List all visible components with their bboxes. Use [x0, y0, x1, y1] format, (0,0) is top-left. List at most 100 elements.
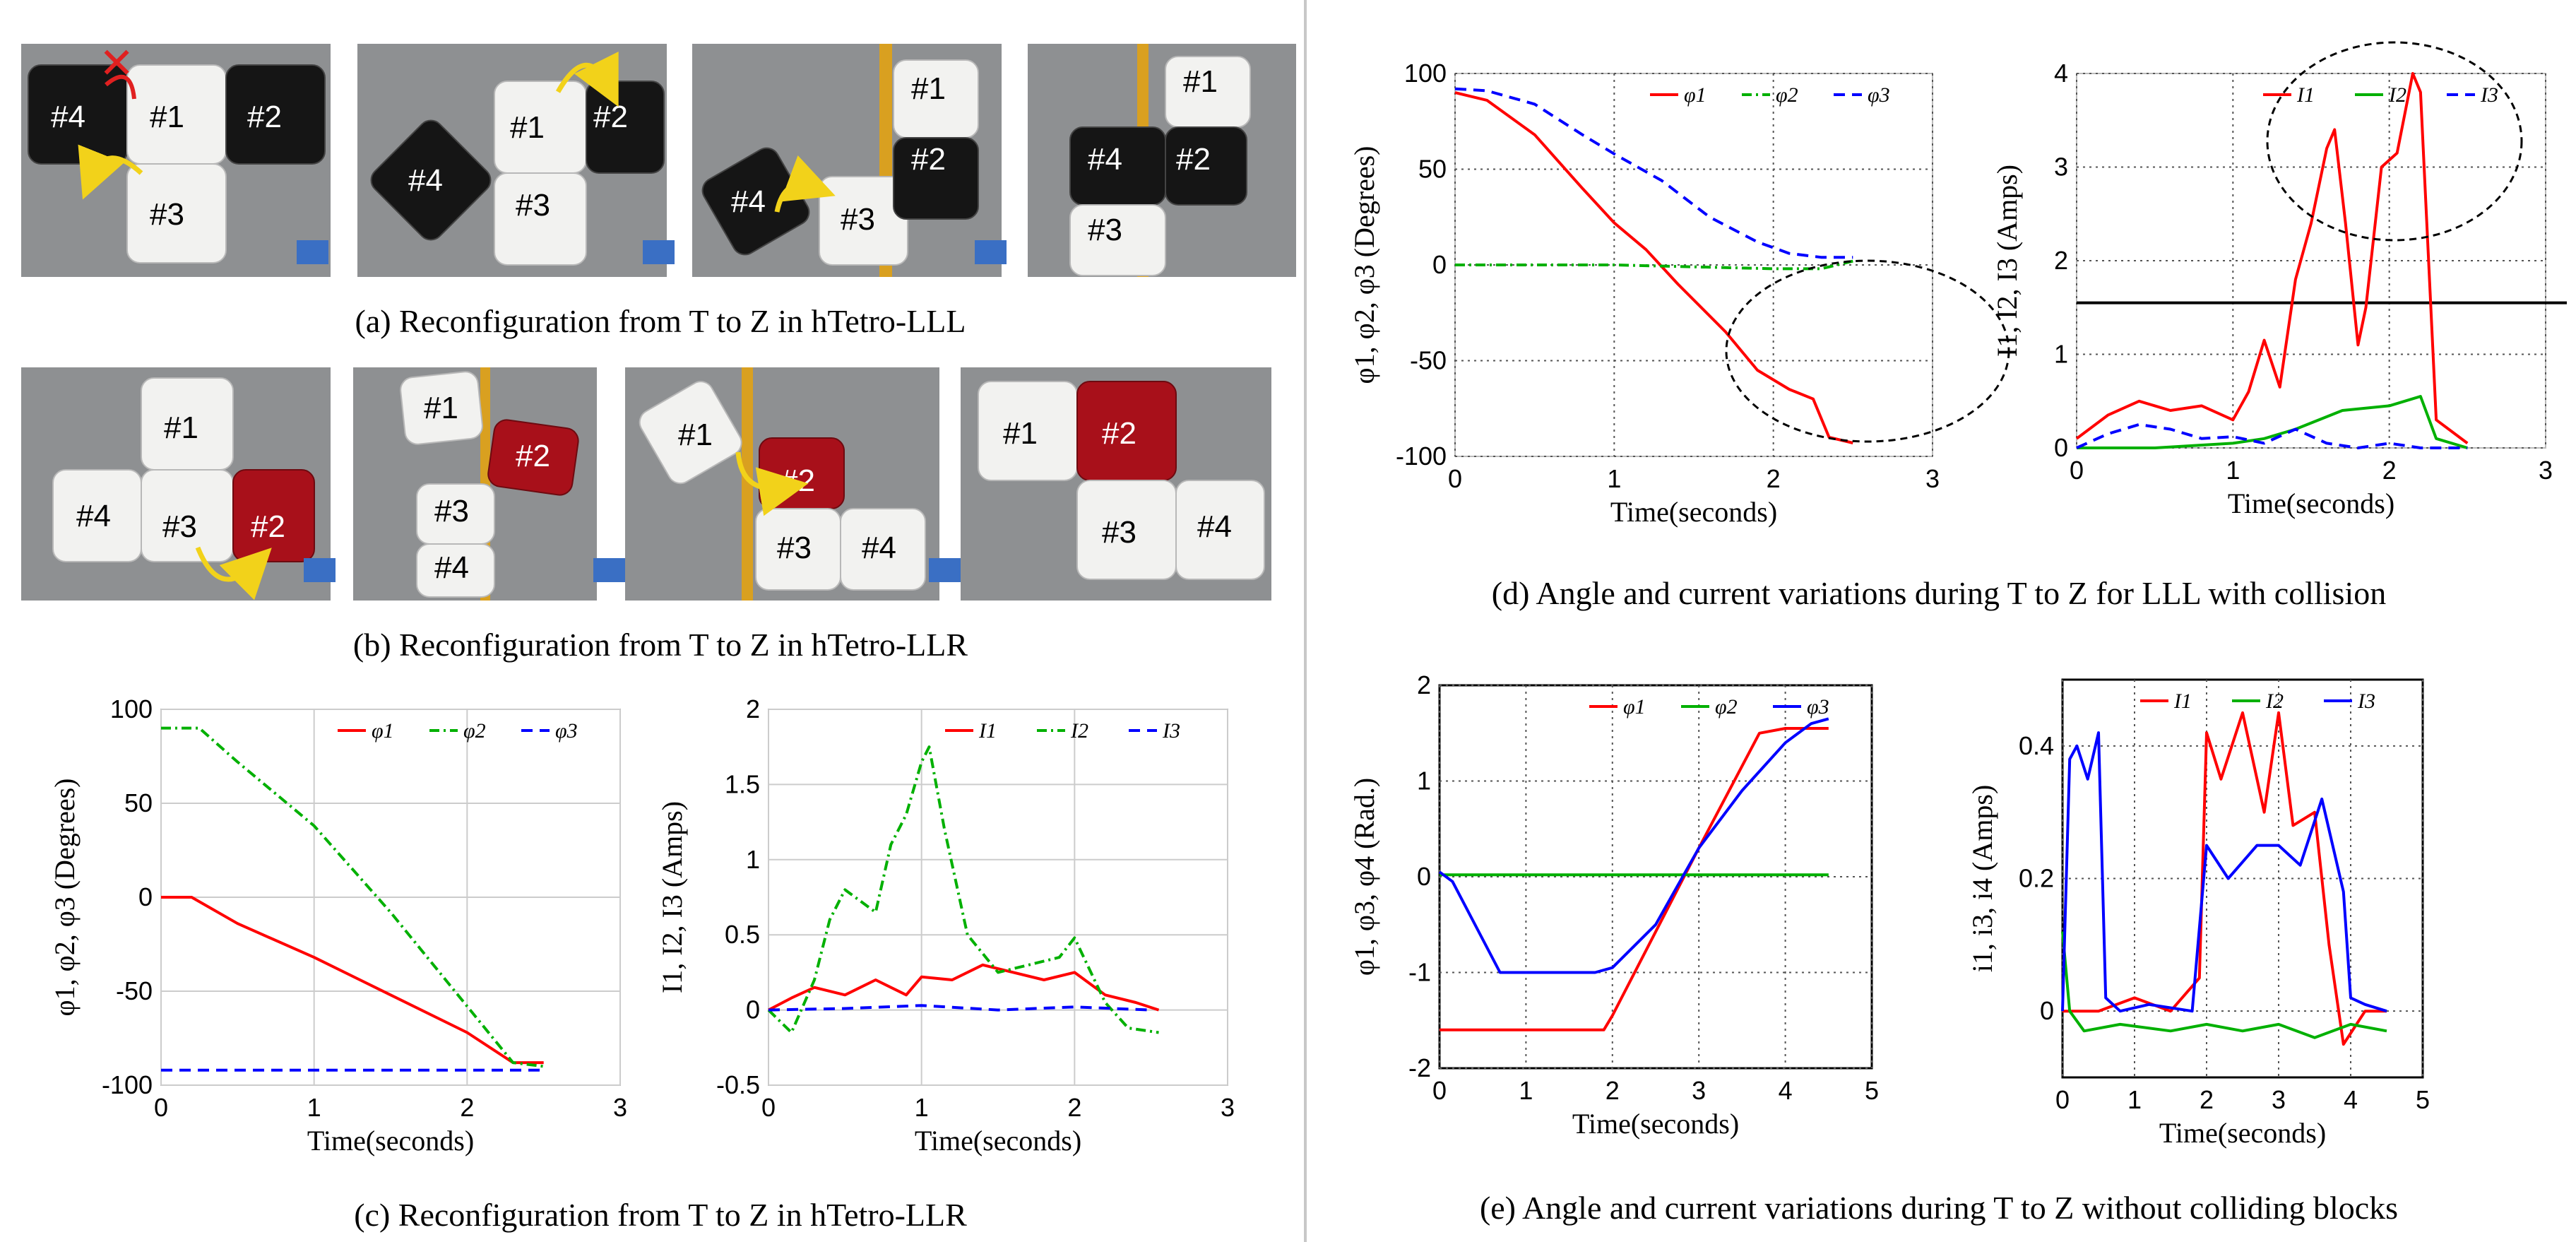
legend-label: φ3 [1807, 695, 1829, 718]
y-tick-label: 2 [2054, 246, 2068, 275]
rotation-arrow-icon [774, 155, 836, 213]
caption-a: (a) Reconfiguration from T to Z in hTetr… [355, 303, 966, 339]
legend-label: I3 [1162, 719, 1180, 743]
y-tick-label: 0 [2054, 433, 2068, 462]
series-line-I1 [2075, 72, 2469, 445]
x-tick-label: 3 [1221, 1093, 1235, 1122]
rotation-arrow-icon [555, 52, 619, 107]
next-arrow-icon [297, 240, 328, 264]
chart-e-angles: 0 1 2 3 4 5 -2 -1 0 1 2 φ1 φ2 φ3 Time(seconds) φ1, φ3, … [1348, 670, 1879, 1140]
y-tick-label: 0 [2040, 996, 2054, 1025]
tile-label: #2 [593, 100, 628, 134]
y-tick-label: 0 [1432, 250, 1447, 279]
series-line-I2 [2077, 395, 2468, 449]
photo-a1: #4 #1 #2 #3 ✕ [21, 39, 331, 277]
tile-label: #4 [1197, 509, 1232, 544]
tile-label: #2 [247, 100, 282, 134]
tile-label: #3 [434, 494, 469, 528]
tile-label: #2 [516, 439, 550, 473]
photo-a3: #4 #3 #1 #2 [692, 44, 1007, 277]
legend-label: φ1 [372, 719, 394, 743]
x-tick-label: 2 [1067, 1093, 1081, 1122]
tile-label: #4 [408, 163, 443, 198]
tile-label: #1 [164, 410, 198, 445]
y-tick-label: 0.4 [2019, 731, 2054, 760]
x-tick-label: 2 [2382, 456, 2397, 485]
x-axis-label: Time(seconds) [1572, 1108, 1739, 1140]
x-tick-label: 1 [2127, 1085, 2142, 1114]
x-tick-label: 1 [307, 1093, 321, 1122]
legend-label: I3 [2357, 690, 2375, 713]
x-tick-label: 3 [1925, 464, 1940, 493]
tile-label: #4 [76, 499, 111, 533]
x-tick-label: 2 [2200, 1085, 2214, 1114]
x-tick-label: 0 [154, 1093, 168, 1122]
series-line-I1 [768, 963, 1160, 1012]
y-axis-label: I1, I2, I3 (Amps) [656, 801, 688, 993]
y-axis-label: φ1, φ2, φ3 (Degrees) [1348, 146, 1380, 384]
legend-label: φ1 [1684, 83, 1707, 107]
y-tick-label: 0.2 [2019, 864, 2054, 893]
x-axis-label: Time(seconds) [307, 1125, 474, 1157]
annotation-ellipse [2266, 41, 2523, 242]
tile-label: #2 [251, 509, 285, 544]
series-line-I2 [767, 745, 1159, 1034]
x-tick-label: 1 [2226, 456, 2240, 485]
caption-d: (d) Angle and current variations during … [1492, 575, 2386, 611]
tile-label: #3 [150, 197, 184, 232]
x-tick-label: 0 [1448, 464, 1462, 493]
series-line-φ1 [161, 896, 544, 1065]
photo-b1: #1 #4 #3 #2 [21, 367, 336, 601]
tile-label: #1 [150, 100, 184, 134]
y-tick-label: 2 [746, 694, 760, 723]
photo-b4: #1 #2 #3 #4 [961, 367, 1271, 601]
y-tick-label: -100 [1396, 442, 1447, 471]
y-tick-label: -0.5 [716, 1070, 760, 1099]
tile-label: #2 [911, 142, 946, 177]
tile-label: #3 [777, 531, 812, 565]
tile-label: #2 [1176, 142, 1211, 177]
x-tick-label: 1 [1607, 464, 1621, 493]
y-tick-label: 1 [2054, 340, 2068, 369]
y-tick-label: 1 [1417, 767, 1431, 796]
y-tick-label: -100 [102, 1070, 153, 1099]
y-tick-label: 100 [1404, 59, 1447, 88]
tile-label: #4 [1088, 142, 1122, 177]
rotation-arrow-icon [195, 546, 272, 601]
y-axis-label: i1, i3, i4 (Amps) [1966, 785, 1998, 973]
caption-b: (b) Reconfiguration from T to Z in hTetr… [353, 627, 968, 663]
x-axis-label: Time(seconds) [1610, 496, 1777, 528]
x-tick-label: 0 [2070, 456, 2084, 485]
photo-row-a: #4 #1 #2 #3 ✕ #4 #1 #2 #3 [21, 39, 1296, 277]
x-tick-label: 0 [761, 1093, 776, 1122]
x-tick-label: 2 [1767, 464, 1781, 493]
y-tick-label: 1.5 [725, 769, 760, 798]
tile-label: #4 [51, 100, 85, 134]
x-tick-label: 1 [915, 1093, 929, 1122]
series-line-φ2 [161, 726, 544, 1068]
y-tick-label: 4 [2054, 59, 2068, 88]
x-tick-label: 3 [2272, 1085, 2286, 1114]
chart-d-angles: 0 1 2 3 -100 -50 0 50 100 φ1 φ2 φ3 Time(seconds) φ1, … [1348, 59, 2010, 528]
photo-b3: #1 #2 #3 #4 [625, 367, 961, 601]
rotation-arrow-icon [735, 451, 809, 516]
y-tick-label: 0 [1417, 862, 1431, 891]
series-line-φ1 [1440, 727, 1829, 1031]
next-arrow-icon [643, 240, 675, 264]
tile-label: #1 [678, 418, 713, 452]
x-axis-label: Time(seconds) [2159, 1117, 2326, 1149]
tile-label: #4 [731, 184, 766, 219]
x-tick-label: 2 [460, 1093, 474, 1122]
tile-label: #3 [162, 509, 197, 544]
x-tick-label: 5 [2416, 1085, 2430, 1114]
y-tick-label: -50 [1410, 346, 1447, 375]
tile-label: #2 [780, 463, 815, 498]
legend-label: φ2 [463, 719, 486, 743]
legend-label: I2 [2265, 690, 2284, 713]
legend-label: φ2 [1776, 83, 1798, 107]
chart-e-currents: 0 1 2 3 4 5 0 0.2 0.4 I1 I2 I3 Time(seconds) i1, i3, … [1966, 678, 2430, 1149]
x-tick-label: 2 [1605, 1076, 1620, 1105]
legend-label: I1 [978, 719, 997, 743]
